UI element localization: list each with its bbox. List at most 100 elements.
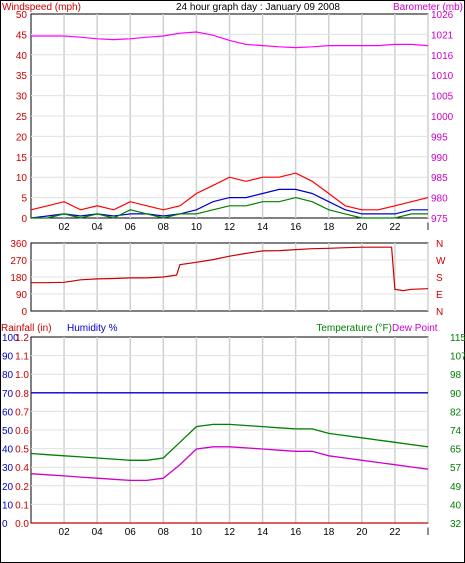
barometer-tick-label: 975 [431, 214, 448, 225]
windspeed-tick-label: 15 [16, 153, 28, 164]
direction-tick-label: 270 [10, 256, 27, 267]
x-tick-label: 20 [356, 527, 368, 538]
rainfall-tick-label: 0.2 [15, 482, 29, 493]
rainfall-tick-label: 0.5 [15, 445, 29, 456]
x-tick-label: 18 [323, 222, 335, 233]
x-tick-label: 04 [92, 222, 104, 233]
direction-tick-label: 90 [16, 290, 28, 301]
humidity-tick-label: 90 [2, 352, 14, 363]
rainfall-tick-label: 0.6 [15, 426, 29, 437]
x-tick-label: 06 [125, 222, 137, 233]
rainfall-tick-label: 0.7 [15, 407, 29, 418]
x-tick-label: 16 [290, 527, 302, 538]
x-tick-label: 12 [224, 527, 236, 538]
x-tick-label: 16 [290, 222, 302, 233]
compass-tick-label: S [436, 273, 443, 284]
humidity-tick-label: 20 [2, 482, 14, 493]
temperature-tick-label: 98 [450, 370, 462, 381]
series-line-1 [31, 31, 429, 49]
windspeed-tick-label: 10 [16, 173, 28, 184]
humidity-tick-label: 80 [2, 370, 14, 381]
windspeed-tick-label: 25 [16, 112, 28, 123]
x-tick-label: 02 [59, 222, 71, 233]
windspeed-axis-label: Windspeed (mph) [2, 2, 81, 13]
temperature-axis-label: Temperature (°F) [316, 323, 392, 334]
compass-tick-label: W [436, 256, 446, 267]
temperature-tick-label: 82 [450, 407, 462, 418]
compass-tick-label: N [436, 307, 443, 318]
humidity-tick-label: 100 [2, 333, 19, 344]
x-tick-label: 22 [389, 222, 401, 233]
humidity-tick-label: 50 [2, 426, 14, 437]
humidity-tick-label: 30 [2, 463, 14, 474]
direction-tick-label: 180 [10, 273, 27, 284]
x-tick-label: 14 [257, 222, 269, 233]
x-tick-label: 18 [323, 527, 335, 538]
humidity-tick-label: 60 [2, 407, 14, 418]
barometer-tick-label: 985 [431, 173, 448, 184]
compass-tick-label: N [436, 239, 443, 250]
x-tick-label: 08 [158, 527, 170, 538]
temperature-tick-label: 57 [450, 463, 462, 474]
x-tick-label: 04 [92, 527, 104, 538]
x-tick-label: l [427, 527, 429, 538]
humidity-tick-label: 40 [2, 445, 14, 456]
x-tick-label: 10 [191, 527, 203, 538]
windspeed-tick-label: 50 [16, 10, 28, 21]
chart-title: 24 hour graph day : January 09 2008 [176, 2, 340, 13]
temperature-tick-label: 74 [450, 426, 462, 437]
rainfall-axis-label: Rainfall (in) [1, 323, 52, 334]
x-tick-label: 22 [389, 527, 401, 538]
rainfall-tick-label: 0.1 [15, 500, 29, 511]
x-tick-label: 14 [257, 527, 269, 538]
barometer-tick-label: 1010 [431, 71, 454, 82]
temperature-tick-label: 90 [450, 389, 462, 400]
windspeed-tick-label: 35 [16, 71, 28, 82]
x-tick-label: 08 [158, 222, 170, 233]
series-line-4 [31, 196, 428, 219]
humidity-axis-label: Humidity % [67, 323, 118, 334]
temperature-tick-label: 115 [450, 333, 465, 344]
x-tick-label: 12 [224, 222, 236, 233]
x-tick-label: 06 [125, 527, 137, 538]
barometer-tick-label: 1016 [431, 51, 454, 62]
temperature-tick-label: 32 [450, 519, 462, 530]
series-line-4 [30, 446, 429, 482]
windspeed-tick-label: 45 [16, 30, 28, 41]
barometer-tick-label: 980 [431, 194, 448, 205]
barometer-tick-label: 1000 [431, 112, 454, 123]
rainfall-tick-label: 0.8 [15, 389, 29, 400]
windspeed-tick-label: 5 [21, 194, 27, 205]
dew-point-label: Dew Point [392, 323, 438, 334]
series-line-3 [30, 423, 429, 461]
temperature-tick-label: 40 [450, 500, 462, 511]
barometer-axis-label: Barometer (mb) [393, 2, 463, 13]
barometer-tick-label: 1021 [431, 30, 454, 41]
x-tick-label: 02 [59, 527, 71, 538]
rainfall-tick-label: 1.2 [15, 333, 29, 344]
rainfall-tick-label: 0.4 [15, 463, 29, 474]
humidity-tick-label: 0 [2, 519, 8, 530]
x-tick-label: l [427, 222, 429, 233]
humidity-tick-label: 70 [2, 389, 14, 400]
windspeed-tick-label: 0 [21, 214, 27, 225]
barometer-tick-label: 1005 [431, 92, 454, 103]
direction-tick-label: 0 [21, 307, 27, 318]
barometer-tick-label: 995 [431, 132, 448, 143]
windspeed-tick-label: 20 [16, 132, 28, 143]
barometer-tick-label: 990 [431, 153, 448, 164]
temperature-tick-label: 107 [450, 352, 465, 363]
humidity-tick-label: 10 [2, 500, 14, 511]
windspeed-tick-label: 30 [16, 92, 28, 103]
rainfall-tick-label: 1.0 [15, 370, 29, 381]
x-tick-label: 20 [356, 222, 368, 233]
compass-tick-label: E [436, 290, 443, 301]
barometer-tick-label: 1026 [431, 10, 454, 21]
direction-line [31, 246, 429, 292]
temperature-tick-label: 49 [450, 482, 462, 493]
direction-tick-label: 360 [10, 239, 27, 250]
temperature-tick-label: 65 [450, 445, 462, 456]
rainfall-tick-label: 1.1 [15, 352, 29, 363]
x-tick-label: 10 [191, 222, 203, 233]
